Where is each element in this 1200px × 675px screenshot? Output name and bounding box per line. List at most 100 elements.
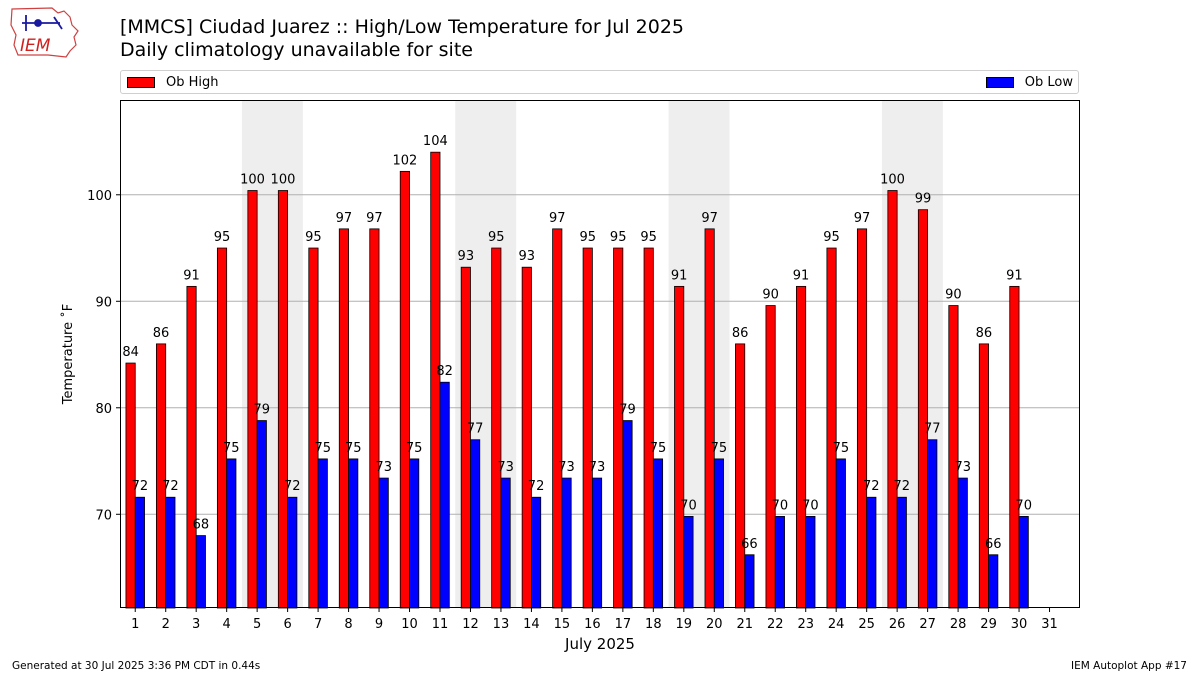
- x-tick-label-2: 2: [162, 617, 170, 632]
- data-label-high-day-11: 104: [423, 134, 448, 149]
- x-tick-label-6: 6: [283, 617, 291, 632]
- data-label-low-day-8: 75: [345, 441, 362, 456]
- data-label-high-day-12: 93: [458, 249, 475, 264]
- bar-high-day-10: [399, 170, 410, 609]
- x-tick-label-23: 23: [797, 617, 814, 632]
- data-label-low-day-21: 66: [741, 537, 758, 552]
- x-tick-label-1: 1: [131, 617, 139, 632]
- legend-label-high: Ob High: [166, 75, 219, 90]
- data-label-high-day-7: 95: [305, 230, 322, 245]
- legend-item-low: Ob Low: [985, 75, 1073, 90]
- bar-low-day-29: [988, 554, 999, 609]
- x-tick-label-3: 3: [192, 617, 200, 632]
- legend-swatch-low: [985, 77, 1014, 88]
- data-label-high-day-24: 95: [823, 230, 840, 245]
- bar-low-day-5: [256, 420, 267, 609]
- data-label-low-day-4: 75: [223, 441, 240, 456]
- data-label-high-day-15: 97: [549, 211, 566, 226]
- bar-high-day-22: [765, 305, 776, 609]
- data-label-low-day-19: 70: [680, 498, 697, 513]
- bar-low-day-23: [805, 516, 816, 609]
- bar-high-day-2: [156, 343, 167, 609]
- bar-high-day-23: [796, 285, 807, 609]
- bar-low-day-14: [531, 496, 542, 609]
- legend: Ob High Ob Low: [120, 70, 1079, 94]
- bar-high-day-17: [613, 247, 624, 609]
- bar-high-day-15: [552, 228, 563, 609]
- x-tick-label-8: 8: [344, 617, 352, 632]
- plot-frame: [120, 100, 1080, 608]
- bar-low-day-10: [409, 458, 420, 609]
- data-label-low-day-2: 72: [162, 479, 179, 494]
- data-label-low-day-27: 77: [924, 422, 941, 437]
- x-tick-label-26: 26: [889, 617, 906, 632]
- data-label-high-day-9: 97: [366, 211, 383, 226]
- autoplot-app-label: IEM Autoplot App #17: [1071, 660, 1187, 672]
- data-label-low-day-3: 68: [193, 518, 210, 533]
- data-label-high-day-13: 95: [488, 230, 505, 245]
- data-label-high-day-23: 91: [793, 268, 810, 283]
- x-tick-label-13: 13: [493, 617, 510, 632]
- x-tick-label-18: 18: [645, 617, 662, 632]
- x-axis-label: July 2025: [564, 635, 635, 653]
- data-label-low-day-30: 70: [1015, 498, 1032, 513]
- bar-low-day-28: [957, 477, 968, 609]
- data-label-low-day-20: 75: [711, 441, 728, 456]
- data-label-low-day-29: 66: [985, 537, 1002, 552]
- bar-low-day-15: [561, 477, 572, 609]
- data-label-high-day-26: 100: [880, 173, 905, 188]
- data-label-high-day-19: 91: [671, 268, 688, 283]
- x-tick-label-24: 24: [828, 617, 845, 632]
- data-label-low-day-24: 75: [833, 441, 850, 456]
- data-label-high-day-2: 86: [153, 326, 170, 341]
- data-label-high-day-17: 95: [610, 230, 627, 245]
- data-label-low-day-16: 73: [589, 460, 606, 475]
- bar-low-day-12: [470, 439, 481, 609]
- bar-high-day-13: [491, 247, 502, 609]
- data-label-low-day-6: 72: [284, 479, 301, 494]
- data-label-low-day-23: 70: [802, 498, 819, 513]
- data-labels: 84 86 91 95 100 100 95 97 97 102 104 93 95 93 97 95 95 95…: [122, 134, 1032, 552]
- bar-low-day-20: [713, 458, 724, 609]
- bar-high-day-24: [826, 247, 837, 609]
- data-label-low-day-15: 73: [558, 460, 575, 475]
- bar-low-day-26: [896, 496, 907, 609]
- data-label-low-day-28: 73: [954, 460, 971, 475]
- bar-high-day-5: [247, 190, 258, 609]
- x-tick-label-15: 15: [554, 617, 571, 632]
- data-label-low-day-9: 73: [375, 460, 392, 475]
- data-label-low-day-5: 79: [254, 403, 271, 418]
- data-label-low-day-10: 75: [406, 441, 423, 456]
- x-tick-label-22: 22: [767, 617, 784, 632]
- data-label-high-day-30: 91: [1006, 268, 1023, 283]
- data-label-high-day-6: 100: [271, 173, 296, 188]
- bar-high-day-29: [978, 343, 989, 609]
- logo-text: IEM: [20, 36, 51, 56]
- bar-low-day-27: [927, 439, 938, 609]
- chart-title: [MMCS] Ciudad Juarez :: High/Low Tempera…: [120, 16, 684, 38]
- legend-item-high: Ob High: [127, 75, 219, 90]
- iem-logo: IEM: [10, 7, 79, 58]
- bar-low-day-2: [165, 496, 176, 609]
- data-label-high-day-8: 97: [336, 211, 353, 226]
- data-label-low-day-1: 72: [132, 479, 149, 494]
- x-tick-label-19: 19: [676, 617, 693, 632]
- x-tick-label-9: 9: [375, 617, 383, 632]
- data-label-low-day-14: 72: [528, 479, 545, 494]
- x-tick-label-16: 16: [584, 617, 601, 632]
- bar-high-day-25: [856, 228, 868, 609]
- x-tick-label-21: 21: [736, 617, 753, 632]
- x-tick-label-5: 5: [253, 617, 261, 632]
- data-label-high-day-10: 102: [392, 153, 417, 168]
- data-label-low-day-26: 72: [894, 479, 911, 494]
- x-tick-label-31: 31: [1041, 617, 1058, 632]
- data-label-low-day-18: 75: [650, 441, 667, 456]
- data-label-low-day-17: 79: [619, 403, 636, 418]
- x-tick-label-27: 27: [919, 617, 936, 632]
- bar-high-day-16: [582, 247, 593, 609]
- bar-high-day-19: [674, 285, 685, 609]
- bar-high-day-7: [308, 247, 319, 609]
- bar-low-day-8: [348, 458, 359, 609]
